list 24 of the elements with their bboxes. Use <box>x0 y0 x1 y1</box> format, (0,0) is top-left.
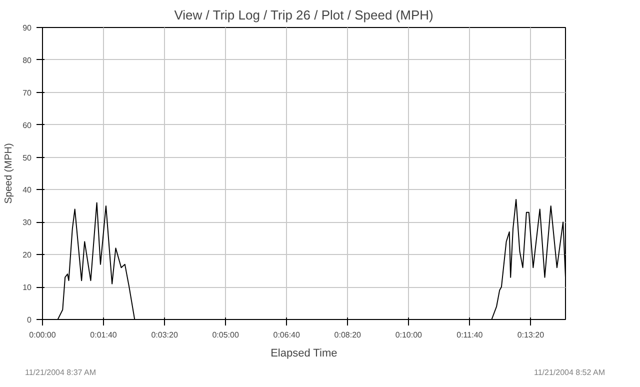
x-tick-label: 0:13:20 <box>517 330 545 340</box>
x-axis-title: Elapsed Time <box>270 348 338 360</box>
text: 11/21/2004 8:52 AM <box>534 367 605 378</box>
y-tick-label: 20 <box>22 250 32 260</box>
x-tick-label: 0:05:00 <box>212 330 240 340</box>
y-tick-label: 80 <box>22 56 32 65</box>
y-tick-label: 90 <box>22 24 32 32</box>
y-tick-label: 30 <box>22 218 32 228</box>
x-tick-label: 0:06:40 <box>273 330 301 340</box>
text: 11/21/2004 8:37 AM <box>25 367 96 378</box>
y-tick-label: 0 <box>27 316 32 324</box>
x-tick-label: 0:08:20 <box>334 330 362 340</box>
x-tick-label: 0:01:40 <box>90 330 118 340</box>
x-tick-label: 0:03:20 <box>151 330 178 340</box>
y-tick-label: 40 <box>22 186 32 195</box>
y-tick-label: 60 <box>22 120 32 130</box>
y-tick-label: 70 <box>22 88 32 98</box>
x-tick-label: 0:00:00 <box>29 330 56 340</box>
x-tick-label: 0:11:40 <box>456 330 484 340</box>
y-tick-label: 50 <box>22 153 32 162</box>
x-tick-label: 0:10:00 <box>395 330 423 340</box>
y-axis-title: Speed (MPH) <box>4 143 15 204</box>
chart-title: View / Trip Log / Trip 26 / Plot / Speed (MPH) <box>174 8 434 22</box>
y-tick-label: 10 <box>22 283 32 292</box>
